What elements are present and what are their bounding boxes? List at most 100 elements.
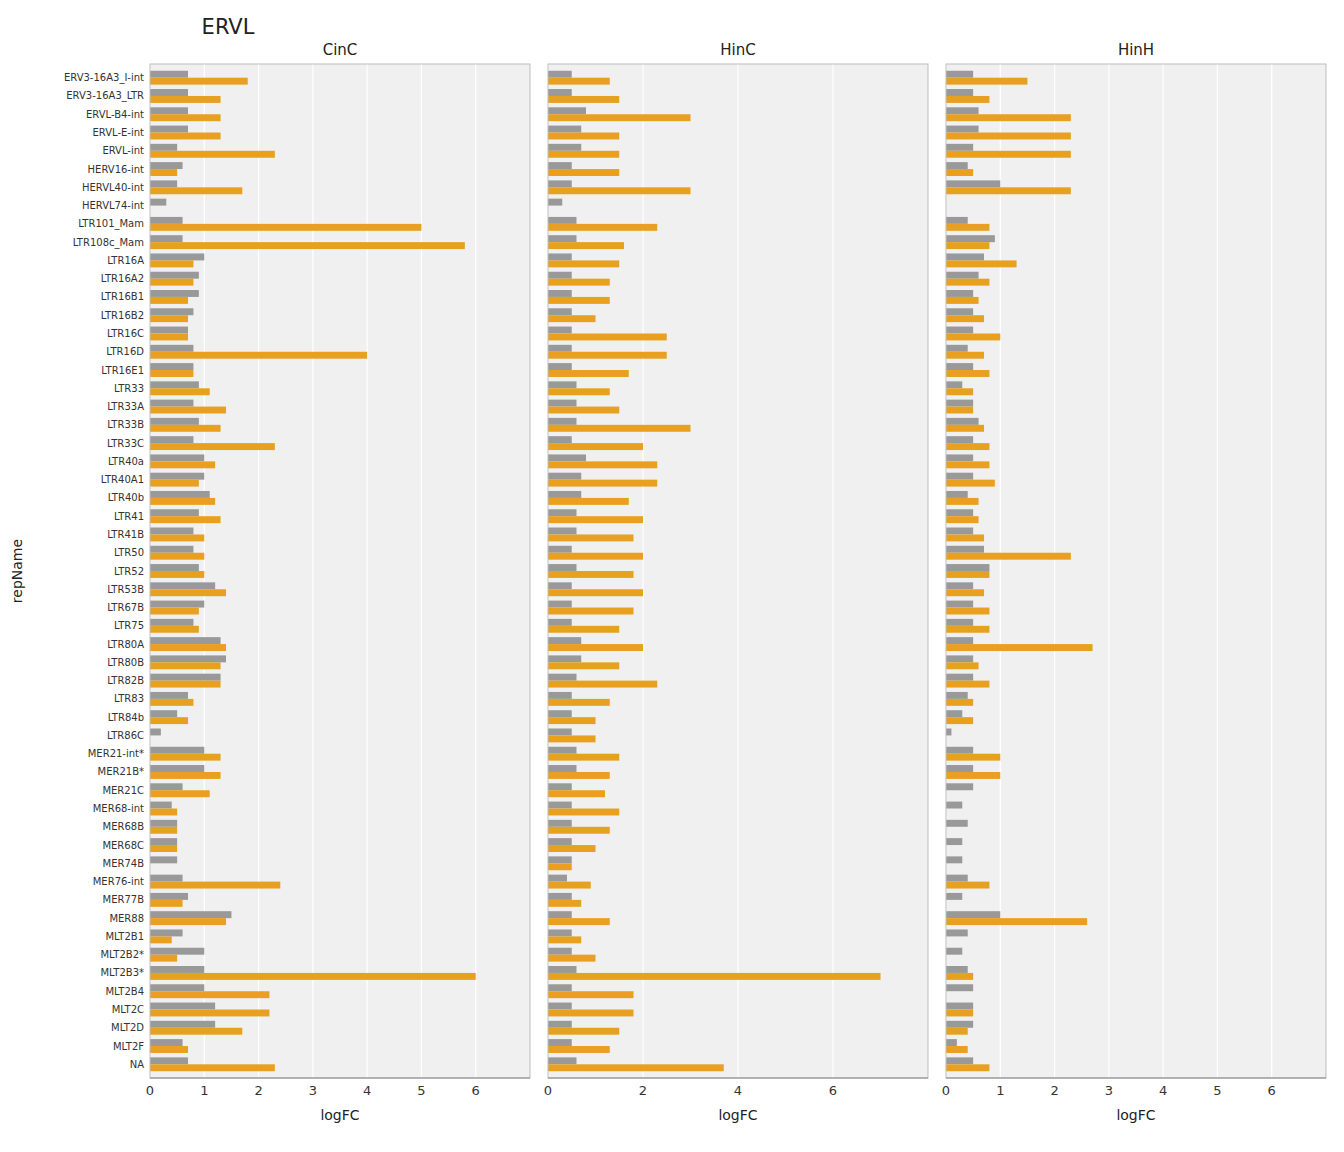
bar [150, 936, 172, 943]
bar [946, 838, 962, 845]
y-tick-label: LTR16B2 [101, 310, 144, 321]
bar [946, 966, 968, 973]
bar [150, 454, 204, 461]
bar [548, 717, 596, 724]
grid-line [737, 64, 738, 1078]
bar [946, 418, 979, 425]
y-tick-label: MLT2B1 [105, 931, 144, 942]
bar [548, 272, 572, 279]
bar [548, 984, 572, 991]
bar [150, 96, 221, 103]
bar [548, 783, 572, 790]
bar [548, 425, 691, 432]
bar [946, 151, 1071, 158]
bar [150, 882, 280, 889]
bar [150, 315, 188, 322]
bar [548, 498, 629, 505]
bar [150, 516, 221, 523]
bar [548, 966, 577, 973]
bar [946, 290, 973, 297]
bar [946, 224, 989, 231]
y-tick-label: NA [130, 1059, 144, 1070]
y-tick-label: ERVL-int [102, 145, 144, 156]
bar [946, 491, 968, 498]
bar [946, 553, 1071, 560]
bar [548, 765, 577, 772]
bar [548, 443, 643, 450]
y-tick-label: MER21C [102, 785, 144, 796]
bar [946, 564, 989, 571]
bar [150, 564, 199, 571]
bar [946, 820, 968, 827]
y-tick-label: LTR80B [107, 657, 144, 668]
bar [946, 571, 989, 578]
y-tick-label: MLT2F [113, 1041, 144, 1052]
bar [150, 856, 177, 863]
bar [150, 308, 193, 315]
bar [150, 772, 221, 779]
bar [548, 1009, 634, 1016]
panel-title: CinC [323, 41, 358, 59]
x-tick-label: 0 [544, 1083, 552, 1098]
bar [548, 187, 691, 194]
x-tick-label: 5 [1213, 1083, 1221, 1098]
bar [150, 133, 221, 140]
bar [548, 151, 619, 158]
bar [946, 114, 1071, 121]
bar [946, 461, 989, 468]
bar [946, 144, 973, 151]
bar [548, 516, 643, 523]
bar [150, 333, 188, 340]
x-tick-label: 6 [829, 1083, 837, 1098]
x-axis-line [150, 1078, 530, 1079]
x-tick-label: 2 [254, 1083, 262, 1098]
bar [150, 790, 210, 797]
x-tick-label: 1 [200, 1083, 208, 1098]
bar [946, 345, 968, 352]
bar [946, 454, 973, 461]
bar [548, 735, 596, 742]
y-tick-label: LTR41B [107, 529, 144, 540]
bar [150, 327, 188, 334]
bar [150, 425, 221, 432]
bar [946, 498, 979, 505]
x-tick-label: 3 [309, 1083, 317, 1098]
bar [548, 601, 572, 608]
bar [150, 107, 188, 114]
bar [150, 407, 226, 414]
bar [946, 279, 989, 286]
y-tick-label: LTR40A1 [101, 474, 144, 485]
y-tick-label: HERVL74-int [82, 200, 144, 211]
bar [150, 717, 188, 724]
bar [946, 984, 973, 991]
y-tick-label: LTR52 [114, 566, 144, 577]
bar [946, 480, 995, 487]
bar [548, 674, 577, 681]
bar [150, 381, 199, 388]
bar [946, 619, 973, 626]
bar [946, 133, 1071, 140]
bar [548, 290, 572, 297]
bar [548, 96, 619, 103]
bar [548, 948, 572, 955]
plot-frame [548, 64, 928, 1078]
bar [150, 809, 177, 816]
bar [548, 279, 610, 286]
bar [946, 370, 989, 377]
bar [946, 516, 979, 523]
bar [548, 534, 634, 541]
bar [548, 728, 572, 735]
bar [946, 1003, 973, 1010]
y-tick-label: MLT2C [112, 1004, 144, 1015]
bar [150, 180, 177, 187]
bar [946, 180, 1000, 187]
bar [946, 534, 984, 541]
bars [946, 71, 1093, 1071]
bar [150, 290, 199, 297]
bar [150, 948, 204, 955]
bar [548, 1003, 572, 1010]
grid-line [642, 64, 643, 1078]
bar [150, 662, 221, 669]
background [0, 0, 1344, 1152]
bar [946, 710, 962, 717]
